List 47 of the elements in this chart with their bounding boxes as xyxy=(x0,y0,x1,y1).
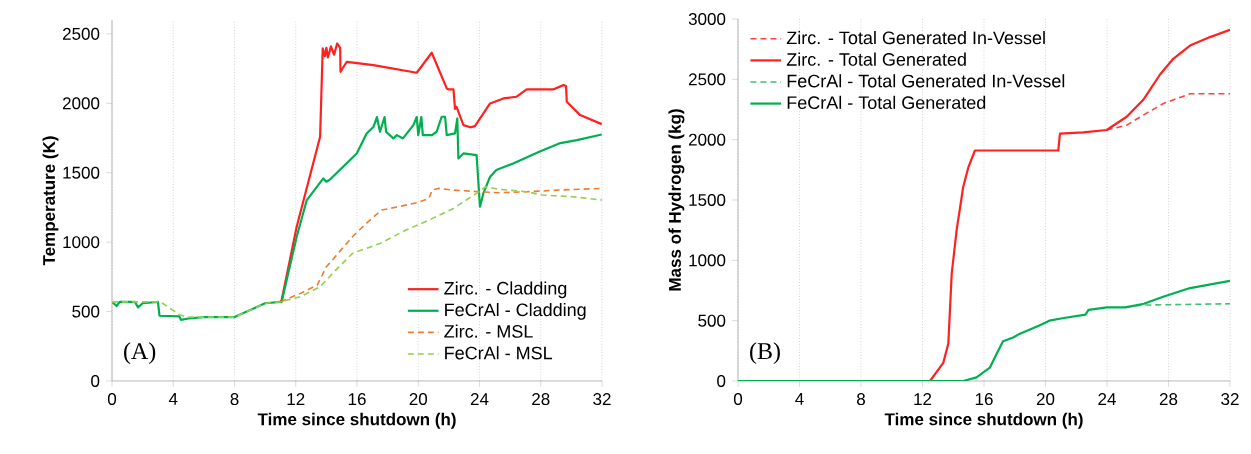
legend-label: Zirc. - Total Generated xyxy=(786,52,966,66)
y-tick-label: 3000 xyxy=(688,12,726,25)
x-tick-label: 4 xyxy=(795,393,804,405)
y-tick-label: 0 xyxy=(717,374,726,387)
annotation: (B) xyxy=(750,342,780,365)
annotation: (A) xyxy=(124,342,156,365)
x-axis-title: Time since shutdown (h) xyxy=(257,412,456,429)
legend-label: FeCrAl - Total Generated In-Vessel xyxy=(787,74,1065,88)
y-tick-label: 2500 xyxy=(688,73,726,86)
legend-label: FeCrAl - MSL xyxy=(445,346,553,360)
y-tick-label: 500 xyxy=(698,314,726,327)
y-tick-label: 2500 xyxy=(62,27,100,40)
y-tick-label: 2000 xyxy=(62,97,100,110)
y-tick-label: 1500 xyxy=(689,193,726,206)
x-tick-label: 8 xyxy=(230,393,239,406)
legend-label: Zirc. - Cladding xyxy=(444,281,567,299)
x-tick-label: 32 xyxy=(593,393,611,406)
y-tick-label: 500 xyxy=(72,305,100,318)
legend-label: FeCrAl - Total Generated xyxy=(787,95,986,110)
x-tick-label: 0 xyxy=(733,393,743,406)
x-tick-label: 28 xyxy=(1159,393,1178,406)
x-tick-label: 24 xyxy=(1098,393,1116,405)
x-tick-label: 8 xyxy=(857,393,865,406)
x-tick-label: 28 xyxy=(532,393,550,406)
x-tick-label: 12 xyxy=(287,393,305,405)
x-axis-title: Time since shutdown (h) xyxy=(884,412,1083,429)
x-tick-label: 16 xyxy=(348,393,366,406)
x-tick-label: 16 xyxy=(975,393,993,406)
y-tick-label: 0 xyxy=(91,374,100,387)
x-tick-label: 0 xyxy=(107,393,117,406)
legend-label: Zirc. - Total Generated In-Vessel xyxy=(786,31,1045,45)
x-tick-label: 4 xyxy=(168,393,178,405)
x-tick-label: 32 xyxy=(1221,393,1239,406)
y-tick-label: 1000 xyxy=(63,236,100,249)
legend-label: Zirc. - MSL xyxy=(444,324,533,338)
y-tick-label: 1000 xyxy=(689,254,726,267)
x-tick-label: 20 xyxy=(409,393,428,406)
legend-label: FeCrAl - Cladding xyxy=(445,302,586,320)
line-series xyxy=(279,42,603,303)
line-series xyxy=(279,187,603,303)
y-tick-label: 2000 xyxy=(688,133,726,146)
x-tick-label: 24 xyxy=(470,393,489,405)
y-axis-title: Temperature (K) xyxy=(42,136,59,266)
x-tick-label: 12 xyxy=(914,393,932,405)
y-axis-title: Mass of Hydrogen (kg) xyxy=(668,109,685,291)
x-tick-label: 20 xyxy=(1036,393,1055,406)
y-tick-label: 1500 xyxy=(63,166,100,179)
